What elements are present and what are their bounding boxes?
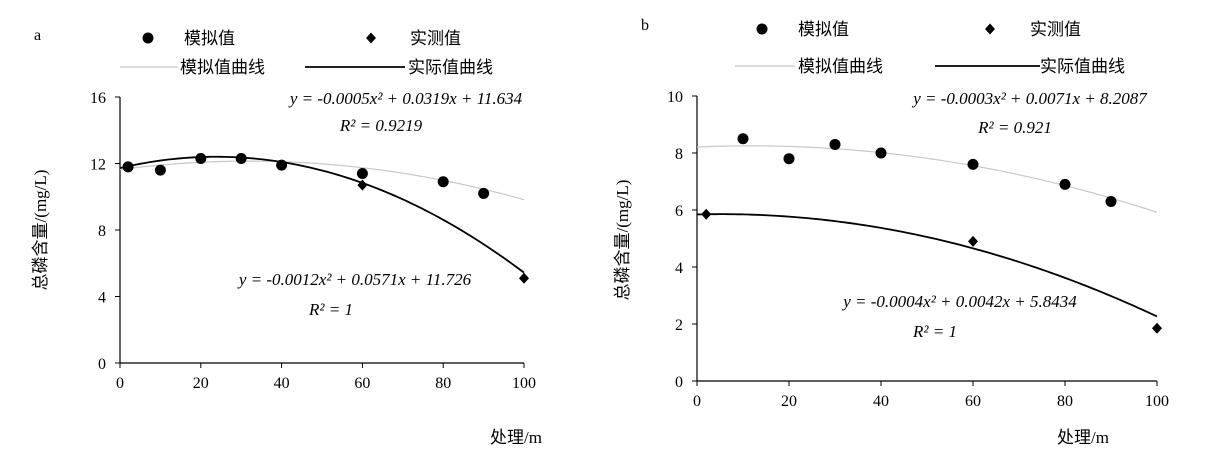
x-tick-label: 20 (781, 393, 797, 410)
measured-fit-curve (696, 213, 1158, 318)
simulated-point (967, 158, 979, 170)
simulated-point (737, 133, 749, 145)
legend-circle-marker (142, 32, 154, 44)
legend-measured-curve-label: 实际值曲线 (1040, 57, 1125, 76)
legend-diamond-marker (985, 23, 995, 35)
measured-point (1152, 322, 1162, 334)
measured-fit-curve (119, 155, 525, 274)
y-tick-label: 4 (98, 290, 106, 307)
simulated-point (1059, 178, 1071, 190)
y-tick-label: 8 (675, 146, 683, 163)
panel-label: a (34, 27, 41, 44)
legend-diamond-marker (366, 32, 376, 44)
simulated-fit-r2: R² = 0.9219 (339, 116, 423, 135)
legend-measured-curve-label: 实际值曲线 (408, 58, 493, 77)
chart-panel-a: a 0 20 40 60 80 100 0 4 8 12 16 总磷含量/(mg/L) 处理/m y = -… (31, 27, 542, 447)
y-tick-label: 2 (675, 317, 683, 334)
simulated-point (235, 153, 247, 165)
simulated-point (1105, 195, 1117, 207)
simulated-point (829, 138, 841, 150)
simulated-fit-curve (696, 145, 1158, 213)
x-tick-label: 80 (435, 375, 451, 392)
y-axis-label: 总磷含量/(mg/L) (613, 180, 632, 301)
x-tick-label: 40 (274, 375, 290, 392)
simulated-fit-curve (119, 160, 525, 201)
x-axis-label: 处理/m (1057, 428, 1109, 447)
simulated-point (154, 164, 166, 176)
simulated-point (875, 147, 887, 159)
legend-simulated-curve-label: 模拟值曲线 (798, 57, 883, 76)
y-tick-label: 0 (675, 374, 683, 391)
x-tick-label: 100 (512, 375, 536, 392)
y-tick-label: 10 (667, 89, 683, 106)
x-tick-label: 60 (354, 375, 370, 392)
simulated-fit-r2: R² = 0.921 (977, 118, 1052, 137)
x-axis-label: 处理/m (490, 428, 542, 447)
simulated-point (783, 153, 795, 165)
x-tick-label: 40 (873, 393, 889, 410)
legend-measured-label: 实测值 (1030, 20, 1081, 39)
legend-simulated-label: 模拟值 (184, 29, 235, 48)
y-tick-label: 4 (675, 260, 683, 277)
measured-point (123, 161, 134, 173)
measured-point (701, 208, 712, 220)
y-tick-label: 6 (675, 203, 683, 220)
y-axis-label: 总磷含量/(mg/L) (31, 170, 50, 291)
measured-point (968, 235, 978, 247)
measured-point (357, 179, 368, 191)
x-tick-label: 60 (965, 393, 981, 410)
y-tick-label: 8 (98, 223, 106, 240)
measured-fit-equation: y = -0.0012x² + 0.0571x + 11.726 (237, 270, 472, 289)
simulated-point (276, 159, 288, 171)
measured-fit-equation: y = -0.0004x² + 0.0042x + 5.8434 (841, 292, 1077, 311)
simulated-fit-equation: y = -0.0003x² + 0.0071x + 8.2087 (911, 89, 1148, 108)
legend-simulated-curve-label: 模拟值曲线 (180, 58, 265, 77)
legend-simulated-label: 模拟值 (798, 20, 849, 39)
x-tick-label: 80 (1057, 393, 1073, 410)
measured-point (519, 272, 529, 284)
simulated-point (478, 187, 490, 199)
x-tick-label: 0 (116, 375, 124, 392)
simulated-point (437, 176, 449, 188)
simulated-point (356, 167, 368, 179)
y-tick-label: 0 (98, 356, 106, 373)
x-tick-label: 0 (693, 393, 701, 410)
x-tick-label: 20 (193, 375, 209, 392)
panel-label: b (641, 17, 649, 34)
y-tick-label: 12 (90, 157, 106, 174)
simulated-point (195, 153, 207, 165)
x-tick-label: 100 (1145, 393, 1169, 410)
legend-measured-label: 实测值 (410, 29, 461, 48)
measured-fit-r2: R² = 1 (912, 322, 957, 341)
simulated-fit-equation: y = -0.0005x² + 0.0319x + 11.634 (288, 89, 523, 108)
y-tick-label: 16 (90, 90, 106, 107)
measured-fit-r2: R² = 1 (308, 300, 353, 319)
legend-circle-marker (756, 23, 768, 35)
chart-panel-b: b 0 20 40 60 80 100 0 2 4 6 8 10 总磷含量/(mg/L) 处理/m y = -… (613, 17, 1169, 447)
